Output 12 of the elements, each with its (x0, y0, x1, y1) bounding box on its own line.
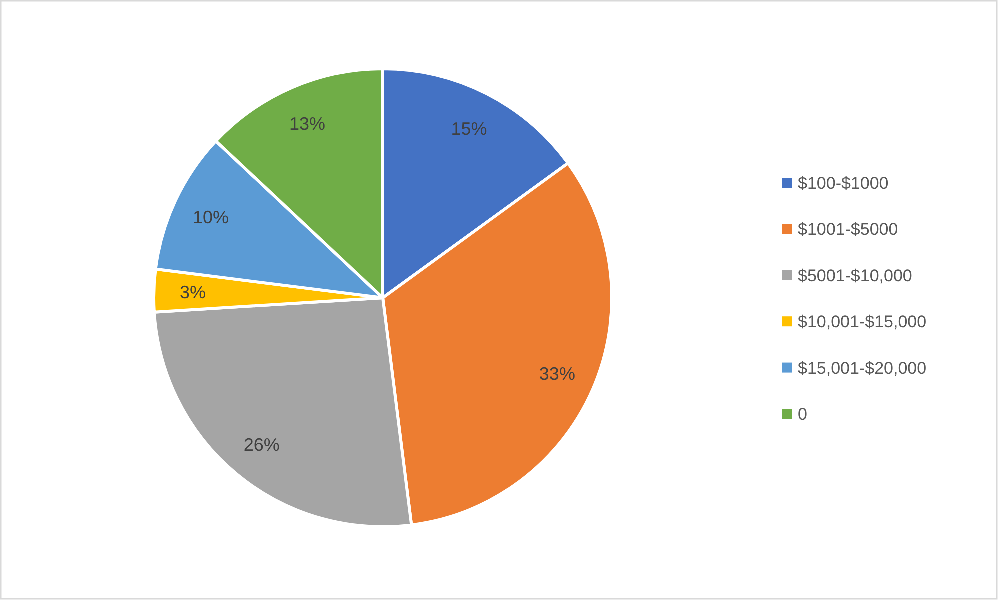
data-label: 13% (290, 114, 326, 134)
data-label: 3% (180, 282, 206, 302)
legend-label: $10,001-$15,000 (798, 312, 927, 332)
data-label: 26% (244, 434, 280, 455)
legend-label: 0 (798, 404, 808, 424)
data-label: 33% (539, 364, 576, 384)
legend-label: $15,001-$20,000 (798, 358, 927, 378)
legend-label: $1001-$5000 (798, 220, 898, 240)
legend-label: $5001-$10,000 (798, 266, 912, 286)
data-label: 10% (193, 207, 230, 228)
legend-label: $100-$1000 (798, 174, 889, 193)
data-label: 15% (451, 118, 488, 139)
